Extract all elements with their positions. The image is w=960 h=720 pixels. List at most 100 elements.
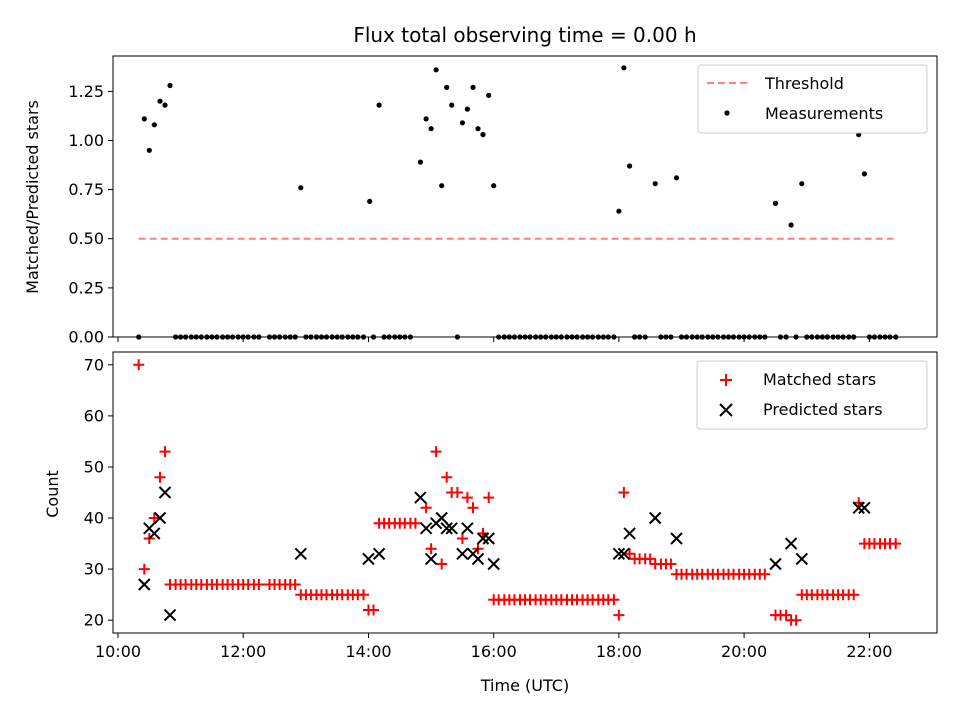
matched-star-point bbox=[441, 471, 453, 483]
measurement-point bbox=[486, 92, 492, 98]
predicted-star-point bbox=[138, 578, 151, 591]
measurement-point bbox=[376, 102, 382, 108]
bottom-y-tick-label: 20 bbox=[84, 611, 104, 630]
matched-star-point bbox=[368, 604, 379, 616]
matched-star-point bbox=[608, 594, 620, 606]
matched-star-point bbox=[456, 533, 468, 544]
bottom-y-tick-label: 40 bbox=[84, 509, 104, 528]
predicted-star-point bbox=[476, 532, 490, 545]
legend-matched-label: Matched stars bbox=[763, 370, 876, 389]
measurement-point bbox=[439, 183, 445, 189]
predicted-stars-series bbox=[138, 486, 871, 622]
measurement-point bbox=[167, 82, 173, 89]
measurement-point bbox=[162, 102, 168, 108]
bottom-y-tick-label: 70 bbox=[84, 355, 104, 374]
predicted-star-point bbox=[769, 557, 782, 571]
measurement-point bbox=[157, 98, 163, 104]
predicted-star-point bbox=[795, 552, 809, 566]
top-x-axis bbox=[117, 337, 870, 342]
measurement-point bbox=[480, 132, 486, 138]
measurement-point bbox=[449, 102, 455, 108]
matched-star-point bbox=[451, 487, 463, 498]
legend-threshold-label: Threshold bbox=[764, 74, 844, 93]
matched-star-point bbox=[409, 517, 421, 529]
top-plot-frame bbox=[112, 55, 938, 338]
predicted-star-point bbox=[487, 557, 500, 571]
predicted-star-point bbox=[362, 552, 375, 566]
top-legend: Threshold Measurements bbox=[697, 64, 928, 134]
matched-star-point bbox=[420, 502, 432, 514]
predicted-star-point bbox=[419, 522, 433, 535]
predicted-star-point bbox=[461, 522, 474, 535]
predicted-star-point bbox=[623, 527, 636, 540]
predicted-star-point bbox=[445, 522, 458, 535]
bottom-legend-box bbox=[696, 360, 928, 430]
matched-star-point bbox=[618, 487, 630, 498]
matched-star-point bbox=[138, 563, 150, 575]
predicted-star-point bbox=[784, 537, 798, 550]
matched-star-point bbox=[644, 553, 656, 565]
measurement-point bbox=[621, 65, 627, 71]
legend-measurements-swatch bbox=[724, 110, 730, 116]
legend-measurements-label: Measurements bbox=[765, 104, 883, 123]
matched-star-point bbox=[780, 609, 792, 621]
bottom-x-axis-label: Time (UTC) bbox=[480, 676, 569, 695]
top-legend-box bbox=[697, 64, 928, 134]
bottom-x-tick-label: 10:00 bbox=[95, 642, 141, 661]
measurement-point bbox=[616, 208, 622, 214]
predicted-star-point bbox=[414, 491, 427, 504]
measurement-point bbox=[298, 185, 304, 191]
predicted-star-point bbox=[435, 511, 448, 525]
bottom-y-axis: 20 30 40 50 60 70 bbox=[84, 355, 113, 630]
top-y-tick-label: 0.25 bbox=[68, 278, 104, 297]
matched-star-point bbox=[133, 359, 145, 371]
measurement-point bbox=[417, 159, 423, 165]
matched-star-point bbox=[461, 492, 473, 504]
matched-star-point bbox=[430, 446, 442, 458]
measurement-point bbox=[475, 126, 481, 132]
predicted-star-point bbox=[148, 527, 161, 540]
predicted-star-point bbox=[372, 547, 386, 561]
predicted-star-point bbox=[612, 547, 626, 561]
measurement-point bbox=[433, 67, 439, 73]
bottom-y-tick-label: 30 bbox=[84, 560, 104, 579]
matched-star-point bbox=[425, 543, 437, 555]
predicted-star-point bbox=[648, 511, 662, 525]
measurement-point bbox=[464, 106, 470, 112]
matched-star-point bbox=[665, 558, 677, 570]
legend-predicted-swatch bbox=[719, 403, 733, 417]
matched-star-point bbox=[890, 538, 902, 550]
measurement-point bbox=[428, 126, 434, 132]
predicted-star-point bbox=[163, 608, 177, 622]
predicted-star-point bbox=[852, 501, 865, 515]
bottom-x-tick-label: 22:00 bbox=[846, 642, 892, 661]
predicted-star-point bbox=[858, 501, 871, 515]
legend-predicted-label: Predicted stars bbox=[763, 400, 883, 419]
top-y-axis-label: Matched/Predicted stars bbox=[23, 100, 42, 294]
predicted-star-point bbox=[617, 547, 631, 561]
matched-star-point bbox=[483, 492, 495, 504]
bottom-y-tick-label: 50 bbox=[84, 458, 104, 477]
bottom-x-tick-label: 20:00 bbox=[721, 642, 767, 661]
bottom-plot-frame bbox=[112, 351, 938, 634]
matched-star-point bbox=[759, 568, 771, 580]
measurement-point bbox=[146, 147, 152, 153]
measurement-point bbox=[470, 84, 476, 90]
top-chart-title: Flux total observing time = 0.00 h bbox=[353, 23, 696, 47]
predicted-star-point bbox=[440, 522, 453, 535]
matched-star-point bbox=[436, 558, 448, 570]
top-y-tick-label: 0.00 bbox=[68, 328, 104, 347]
bottom-x-tick-label: 16:00 bbox=[471, 642, 517, 661]
measurement-point bbox=[772, 200, 779, 206]
measurement-point bbox=[788, 222, 794, 228]
matched-stars-series bbox=[133, 359, 902, 626]
matched-star-point bbox=[358, 589, 369, 601]
bottom-y-axis-label: Count bbox=[43, 470, 62, 518]
bottom-x-axis: 10:00 12:00 14:00 16:00 18:00 20:00 22:00 bbox=[95, 633, 892, 661]
measurement-point bbox=[799, 181, 805, 187]
matched-star-point bbox=[253, 579, 265, 590]
predicted-star-point bbox=[153, 511, 167, 525]
top-y-tick-label: 1.25 bbox=[68, 82, 104, 101]
predicted-star-point bbox=[471, 552, 485, 566]
